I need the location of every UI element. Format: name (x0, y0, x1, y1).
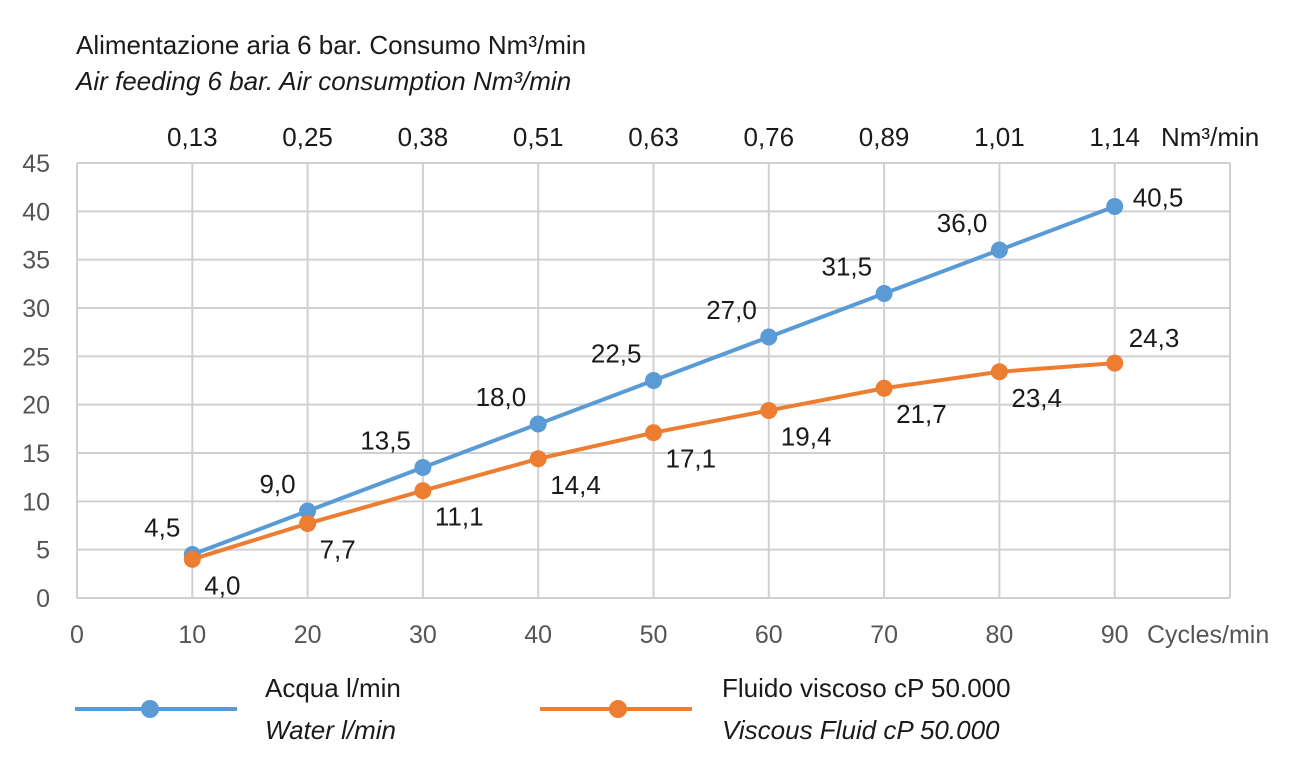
data-label: 11,1 (435, 502, 484, 532)
top-axis-label: Nm³/min (1161, 122, 1259, 152)
data-label: 18,0 (476, 382, 527, 412)
data-label: 27,0 (706, 295, 757, 325)
y-tick-label: 15 (22, 440, 50, 468)
y-tick-label: 40 (22, 198, 50, 226)
x-tick-label: 70 (870, 621, 898, 649)
top-tick-label: 0,51 (513, 122, 564, 152)
top-tick-label: 0,25 (282, 122, 333, 152)
data-point (990, 363, 1008, 381)
data-point (1106, 198, 1124, 215)
data-point (299, 502, 317, 520)
x-tick-label: 30 (409, 621, 437, 649)
y-tick-label: 45 (22, 150, 50, 178)
legend-label-viscous: Fluido viscoso cP 50.000 (722, 673, 1011, 703)
x-tick-label: 10 (178, 621, 206, 649)
data-label: 9,0 (259, 469, 295, 499)
data-label: 23,4 (1011, 383, 1062, 413)
data-point (529, 450, 547, 468)
legend-label-viscous-en: Viscous Fluid cP 50.000 (722, 715, 1000, 745)
data-point (299, 515, 317, 533)
data-point (1106, 354, 1124, 372)
x-tick-label: 80 (985, 621, 1013, 649)
data-label: 22,5 (591, 339, 642, 369)
chart-subtitle: Air feeding 6 bar. Air consumption Nm³/m… (76, 66, 572, 96)
data-label: 17,1 (666, 444, 717, 474)
data-label: 4,0 (204, 570, 240, 600)
x-tick-label: 20 (294, 621, 322, 649)
top-tick-label: 1,14 (1089, 122, 1140, 152)
data-label: 14,4 (550, 470, 601, 500)
data-label: 24,3 (1129, 323, 1180, 353)
data-label: 13,5 (360, 426, 411, 456)
data-label: 7,7 (320, 535, 356, 565)
legend-label-water: Acqua l/min (265, 673, 401, 703)
data-point (760, 328, 778, 346)
top-tick-label: 0,76 (743, 122, 794, 152)
top-tick-label: 0,38 (398, 122, 449, 152)
data-point (529, 415, 547, 433)
y-tick-label: 25 (22, 343, 50, 371)
y-tick-label: 30 (22, 295, 50, 323)
x-tick-label: 40 (524, 621, 552, 649)
legend-label-water-en: Water l/min (265, 715, 396, 745)
data-label: 19,4 (781, 421, 832, 451)
data-point (414, 482, 432, 500)
data-label: 36,0 (937, 208, 988, 238)
x-tick-label: 0 (70, 621, 84, 649)
data-label: 31,5 (821, 252, 872, 282)
data-point (990, 241, 1008, 259)
data-point (875, 285, 893, 302)
y-tick-label: 5 (36, 537, 50, 565)
data-point (645, 424, 662, 442)
y-tick-label: 35 (22, 247, 50, 275)
x-tick-label: 90 (1101, 621, 1129, 649)
chart-title: Alimentazione aria 6 bar. Consumo Nm³/mi… (76, 30, 587, 60)
data-point (760, 401, 778, 419)
y-tick-label: 20 (22, 392, 50, 420)
data-point (645, 372, 662, 389)
top-tick-label: 0,63 (628, 122, 679, 152)
x-axis-label: Cycles/min (1147, 621, 1269, 649)
data-label: 4,5 (144, 513, 180, 543)
data-point (875, 379, 893, 397)
x-tick-label: 50 (640, 621, 668, 649)
data-label: 40,5 (1133, 183, 1184, 213)
data-point (183, 550, 201, 568)
data-point (414, 459, 432, 476)
top-tick-label: 0,89 (859, 122, 910, 152)
top-tick-label: 1,01 (974, 122, 1025, 152)
y-tick-label: 0 (36, 585, 50, 613)
data-label: 21,7 (896, 399, 947, 429)
x-tick-label: 60 (755, 621, 783, 649)
y-tick-label: 10 (22, 488, 50, 516)
top-tick-label: 0,13 (167, 122, 218, 152)
